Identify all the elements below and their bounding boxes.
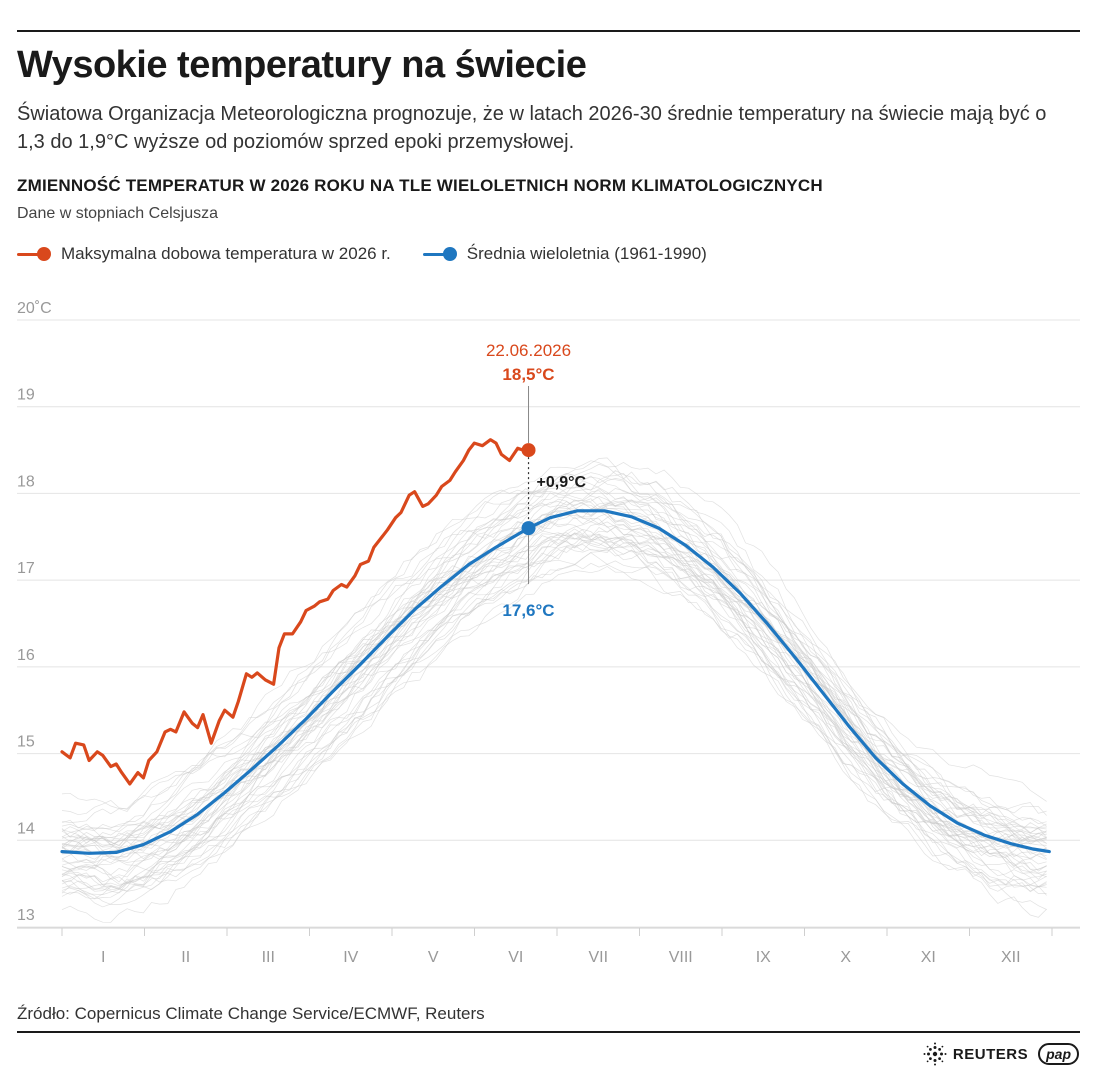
mean-value-label: 17,6°C	[502, 601, 554, 620]
background-year-line	[61, 473, 1047, 830]
x-tick-label-I: I	[101, 949, 105, 966]
bottom-rule	[17, 1031, 1080, 1033]
y-tick-label-14: 14	[17, 820, 35, 837]
background-year-line	[61, 489, 1047, 870]
background-year-line	[61, 460, 1047, 861]
x-tick-label-X: X	[840, 949, 851, 966]
background-year-line	[61, 561, 1047, 889]
x-tick-label-XI: XI	[921, 949, 936, 966]
background-year-line	[61, 552, 1047, 894]
chart-legend: Maksymalna dobowa temperatura w 2026 r. …	[17, 244, 739, 264]
background-year-line	[61, 463, 1047, 842]
background-years-layer	[61, 457, 1047, 923]
background-year-line	[61, 502, 1047, 816]
x-tick-label-IV: IV	[343, 949, 358, 966]
background-year-line	[61, 512, 1047, 923]
background-year-line	[61, 511, 1047, 856]
background-year-line	[61, 500, 1047, 809]
background-year-line	[61, 523, 1047, 864]
background-year-line	[61, 488, 1047, 860]
background-year-line	[61, 499, 1047, 844]
mean-point	[521, 521, 536, 536]
legend-item-mean: Średnia wieloletnia (1961-1990)	[422, 244, 707, 264]
legend-label-mean: Średnia wieloletnia (1961-1990)	[466, 244, 707, 263]
background-year-line	[61, 532, 1047, 900]
background-year-line	[61, 526, 1047, 852]
chart-heading: ZMIENNOŚĆ TEMPERATUR W 2026 ROKU NA TLE …	[17, 176, 823, 195]
x-tick-label-VI: VI	[508, 949, 523, 966]
x-tick-label-V: V	[428, 949, 439, 966]
background-year-line	[61, 529, 1047, 885]
reuters-logo-text: REUTERS	[952, 1045, 1029, 1063]
units-note: Dane w stopniach Celsjusza	[17, 205, 218, 222]
background-year-line	[61, 470, 1047, 847]
background-year-line	[61, 498, 1047, 831]
x-tick-label-VIII: VIII	[669, 949, 693, 966]
background-year-line	[61, 524, 1047, 899]
background-year-line	[61, 498, 1047, 876]
y-tick-label-18: 18	[17, 473, 35, 490]
background-year-line	[61, 457, 1047, 838]
y-tick-label-17: 17	[17, 560, 35, 577]
reuters-logo-icon	[923, 1042, 947, 1066]
top-rule	[17, 30, 1080, 32]
legend-swatch-max-2026	[17, 247, 53, 261]
background-year-line	[61, 532, 1047, 852]
x-tick-label-XII: XII	[1001, 949, 1021, 966]
y-tick-label-15: 15	[17, 734, 35, 751]
background-year-line	[61, 539, 1047, 908]
page-subtitle: Światowa Organizacja Meteorologiczna pro…	[17, 103, 1047, 153]
source-note: Źródło: Copernicus Climate Change Servic…	[17, 1004, 485, 1023]
series-layer	[60, 438, 1051, 855]
background-year-line	[61, 532, 1047, 857]
x-tick-label-III: III	[262, 949, 275, 966]
series-line-max-2026	[60, 438, 531, 786]
legend-swatch-mean	[422, 247, 459, 261]
y-tick-label-20: 20˚C	[17, 300, 52, 317]
peak-point	[521, 443, 536, 458]
background-year-line	[61, 537, 1047, 877]
background-year-line	[61, 534, 1047, 864]
annotation-layer: 22.06.2026 18,5°C +0,9°C 17,6°C	[486, 341, 587, 620]
series-line-mean	[60, 509, 1051, 855]
page-title: Wysokie temperatury na świecie	[17, 44, 587, 86]
background-year-line	[61, 548, 1047, 884]
x-tick-label-VII: VII	[588, 949, 608, 966]
peak-value-label: 18,5°C	[502, 365, 554, 384]
legend-label-max-2026: Maksymalna dobowa temperatura w 2026 r.	[61, 244, 391, 263]
background-year-line	[61, 536, 1047, 895]
background-year-line	[61, 480, 1047, 852]
y-tick-label-16: 16	[17, 647, 35, 664]
pap-logo: pap	[1038, 1043, 1079, 1065]
background-year-line	[61, 500, 1047, 893]
background-year-line	[61, 490, 1047, 918]
x-tick-label-IX: IX	[756, 949, 771, 966]
background-year-line	[61, 533, 1047, 892]
y-tick-label-13: 13	[17, 907, 35, 924]
background-year-line	[61, 537, 1047, 888]
logos: REUTERS pap	[923, 1042, 1079, 1066]
y-tick-label-19: 19	[17, 387, 35, 404]
difference-label: +0,9°C	[537, 474, 587, 491]
background-year-line	[61, 478, 1047, 888]
peak-date-label: 22.06.2026	[486, 341, 571, 360]
x-tick-label-II: II	[181, 949, 190, 966]
background-year-line	[61, 508, 1047, 892]
legend-item-max-2026: Maksymalna dobowa temperatura w 2026 r.	[17, 244, 391, 264]
grid-layer	[17, 319, 1080, 928]
background-year-line	[61, 472, 1047, 823]
background-year-line	[61, 523, 1047, 846]
